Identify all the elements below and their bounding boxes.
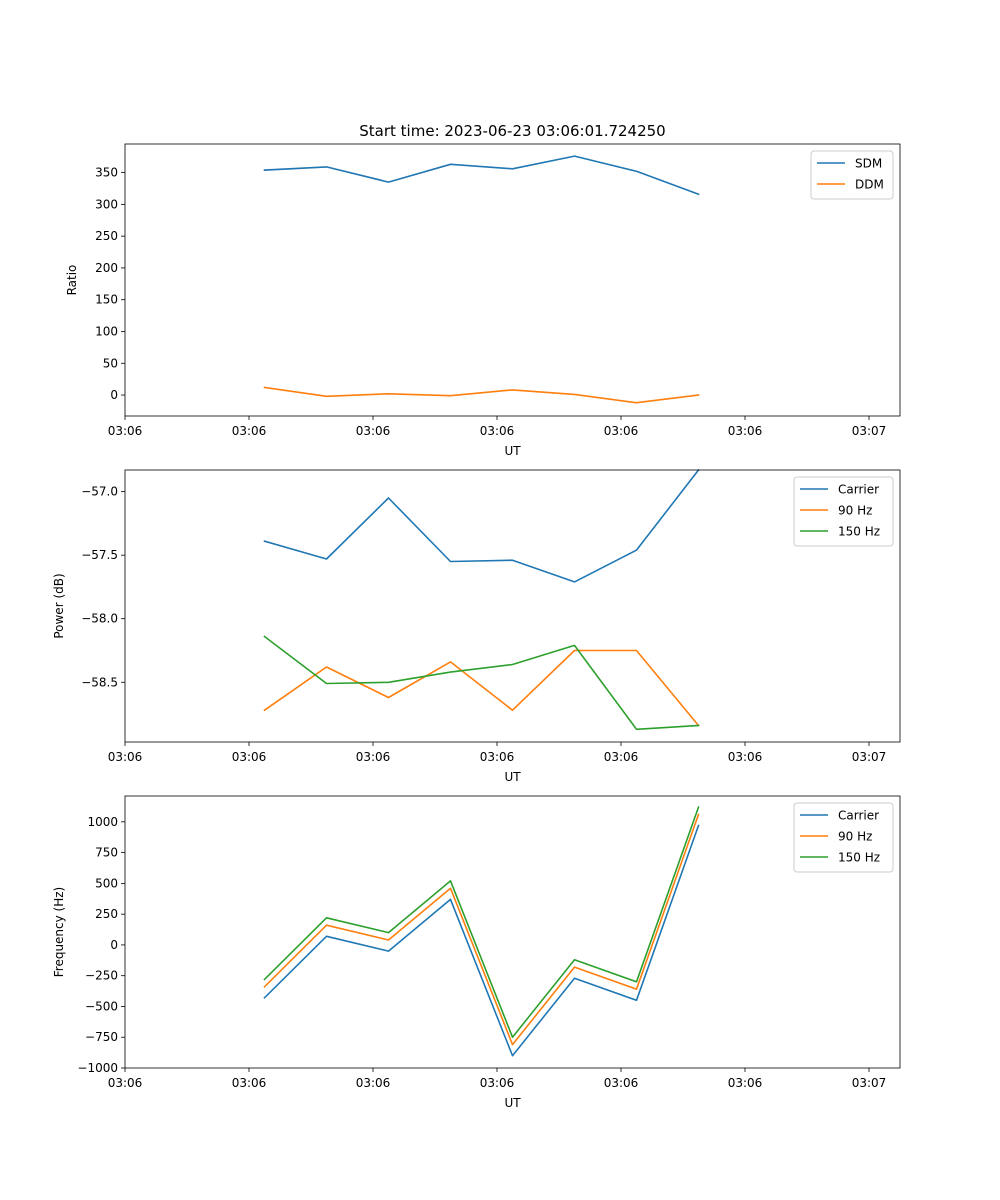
x-tick-label: 03:06 [604, 424, 639, 438]
x-tick-label: 03:06 [728, 1076, 763, 1090]
series-line-150-hz [263, 635, 700, 731]
x-tick-label: 03:07 [852, 750, 887, 764]
y-axis-label: Power (dB) [52, 573, 66, 638]
y-tick-label: 500 [95, 876, 118, 890]
y-tick-label: −500 [85, 999, 118, 1013]
y-tick-label: −57.0 [81, 485, 118, 499]
x-tick-label: 03:06 [232, 1076, 267, 1090]
y-tick-label: 250 [95, 907, 118, 921]
x-tick-label: 03:06 [356, 424, 391, 438]
x-tick-label: 03:06 [108, 1076, 143, 1090]
series-line-ddm [263, 386, 700, 404]
legend: Carrier 90 Hz 150 Hz [793, 476, 894, 547]
x-tick-label: 03:06 [480, 1076, 515, 1090]
y-tick-label: −57.5 [81, 548, 118, 562]
legend: Carrier 90 Hz 150 Hz [793, 802, 894, 873]
y-tick-label: 200 [95, 261, 118, 275]
x-tick-label: 03:06 [356, 750, 391, 764]
x-tick-label: 03:06 [356, 1076, 391, 1090]
legend-label: 90 Hz [838, 504, 872, 518]
y-tick-label: 0 [110, 938, 118, 952]
y-tick-label: −1000 [77, 1061, 118, 1075]
legend-label: DDM [855, 178, 884, 192]
x-tick-label: 03:06 [108, 750, 143, 764]
y-tick-label: 1000 [87, 815, 118, 829]
legend-label: Carrier [838, 483, 879, 497]
x-tick-label: 03:06 [480, 750, 515, 764]
x-tick-label: 03:06 [108, 424, 143, 438]
y-tick-label: −58.5 [81, 675, 118, 689]
x-tick-label: 03:06 [480, 424, 515, 438]
series-line-150-hz [263, 806, 700, 1038]
chart-panels: 03:06 03:06 03:06 03:06 03:06 03:06 03:07 0 50 10… [52, 143, 901, 1110]
chart-panel-2: 03:06 03:06 03:06 03:06 03:06 03:06 03:07 −58.5… [52, 468, 901, 784]
series-line-90-hz [263, 649, 700, 727]
figure-title: Start time: 2023-06-23 03:06:01.724250 [359, 122, 665, 140]
x-tick-label: 03:06 [604, 1076, 639, 1090]
series-line-90-hz [263, 813, 700, 1046]
y-tick-label: 750 [95, 846, 118, 860]
y-tick-label: 350 [95, 166, 118, 180]
x-axis-label: UT [504, 1096, 521, 1110]
x-tick-label: 03:06 [232, 750, 267, 764]
legend-label: 150 Hz [838, 851, 880, 865]
legend: SDM DDM [810, 150, 894, 200]
y-tick-label: −250 [85, 969, 118, 983]
legend-label: 90 Hz [838, 830, 872, 844]
y-tick-label: 50 [103, 356, 118, 370]
y-tick-label: 150 [95, 293, 118, 307]
x-axis-label: UT [504, 770, 521, 784]
series-line-carrier [263, 468, 700, 583]
x-tick-label: 03:06 [232, 424, 267, 438]
legend-label: Carrier [838, 809, 879, 823]
x-axis-label: UT [504, 444, 521, 458]
y-axis-label: Frequency (Hz) [52, 887, 66, 978]
y-tick-label: 100 [95, 324, 118, 338]
axes-frame [124, 795, 901, 1069]
series-line-carrier [263, 824, 700, 1057]
y-axis-label: Ratio [65, 265, 79, 296]
y-tick-label: 300 [95, 197, 118, 211]
y-tick-label: 250 [95, 229, 118, 243]
axes-frame [124, 469, 901, 743]
x-tick-label: 03:07 [852, 424, 887, 438]
y-tick-label: 0 [110, 388, 118, 402]
y-tick-label: −750 [85, 1030, 118, 1044]
legend-label: SDM [855, 157, 882, 171]
x-tick-label: 03:07 [852, 1076, 887, 1090]
y-tick-label: −58.0 [81, 612, 118, 626]
x-tick-label: 03:06 [604, 750, 639, 764]
chart-panel-1: 03:06 03:06 03:06 03:06 03:06 03:06 03:07 0 50 10… [65, 143, 901, 458]
x-tick-label: 03:06 [728, 750, 763, 764]
legend-box [793, 802, 894, 873]
x-tick-label: 03:06 [728, 424, 763, 438]
axes-frame [124, 143, 901, 417]
series-line-sdm [263, 155, 700, 196]
legend-box [793, 476, 894, 547]
chart-panel-3: 03:06 03:06 03:06 03:06 03:06 03:06 03:07 −1000… [52, 795, 901, 1110]
legend-label: 150 Hz [838, 525, 880, 539]
